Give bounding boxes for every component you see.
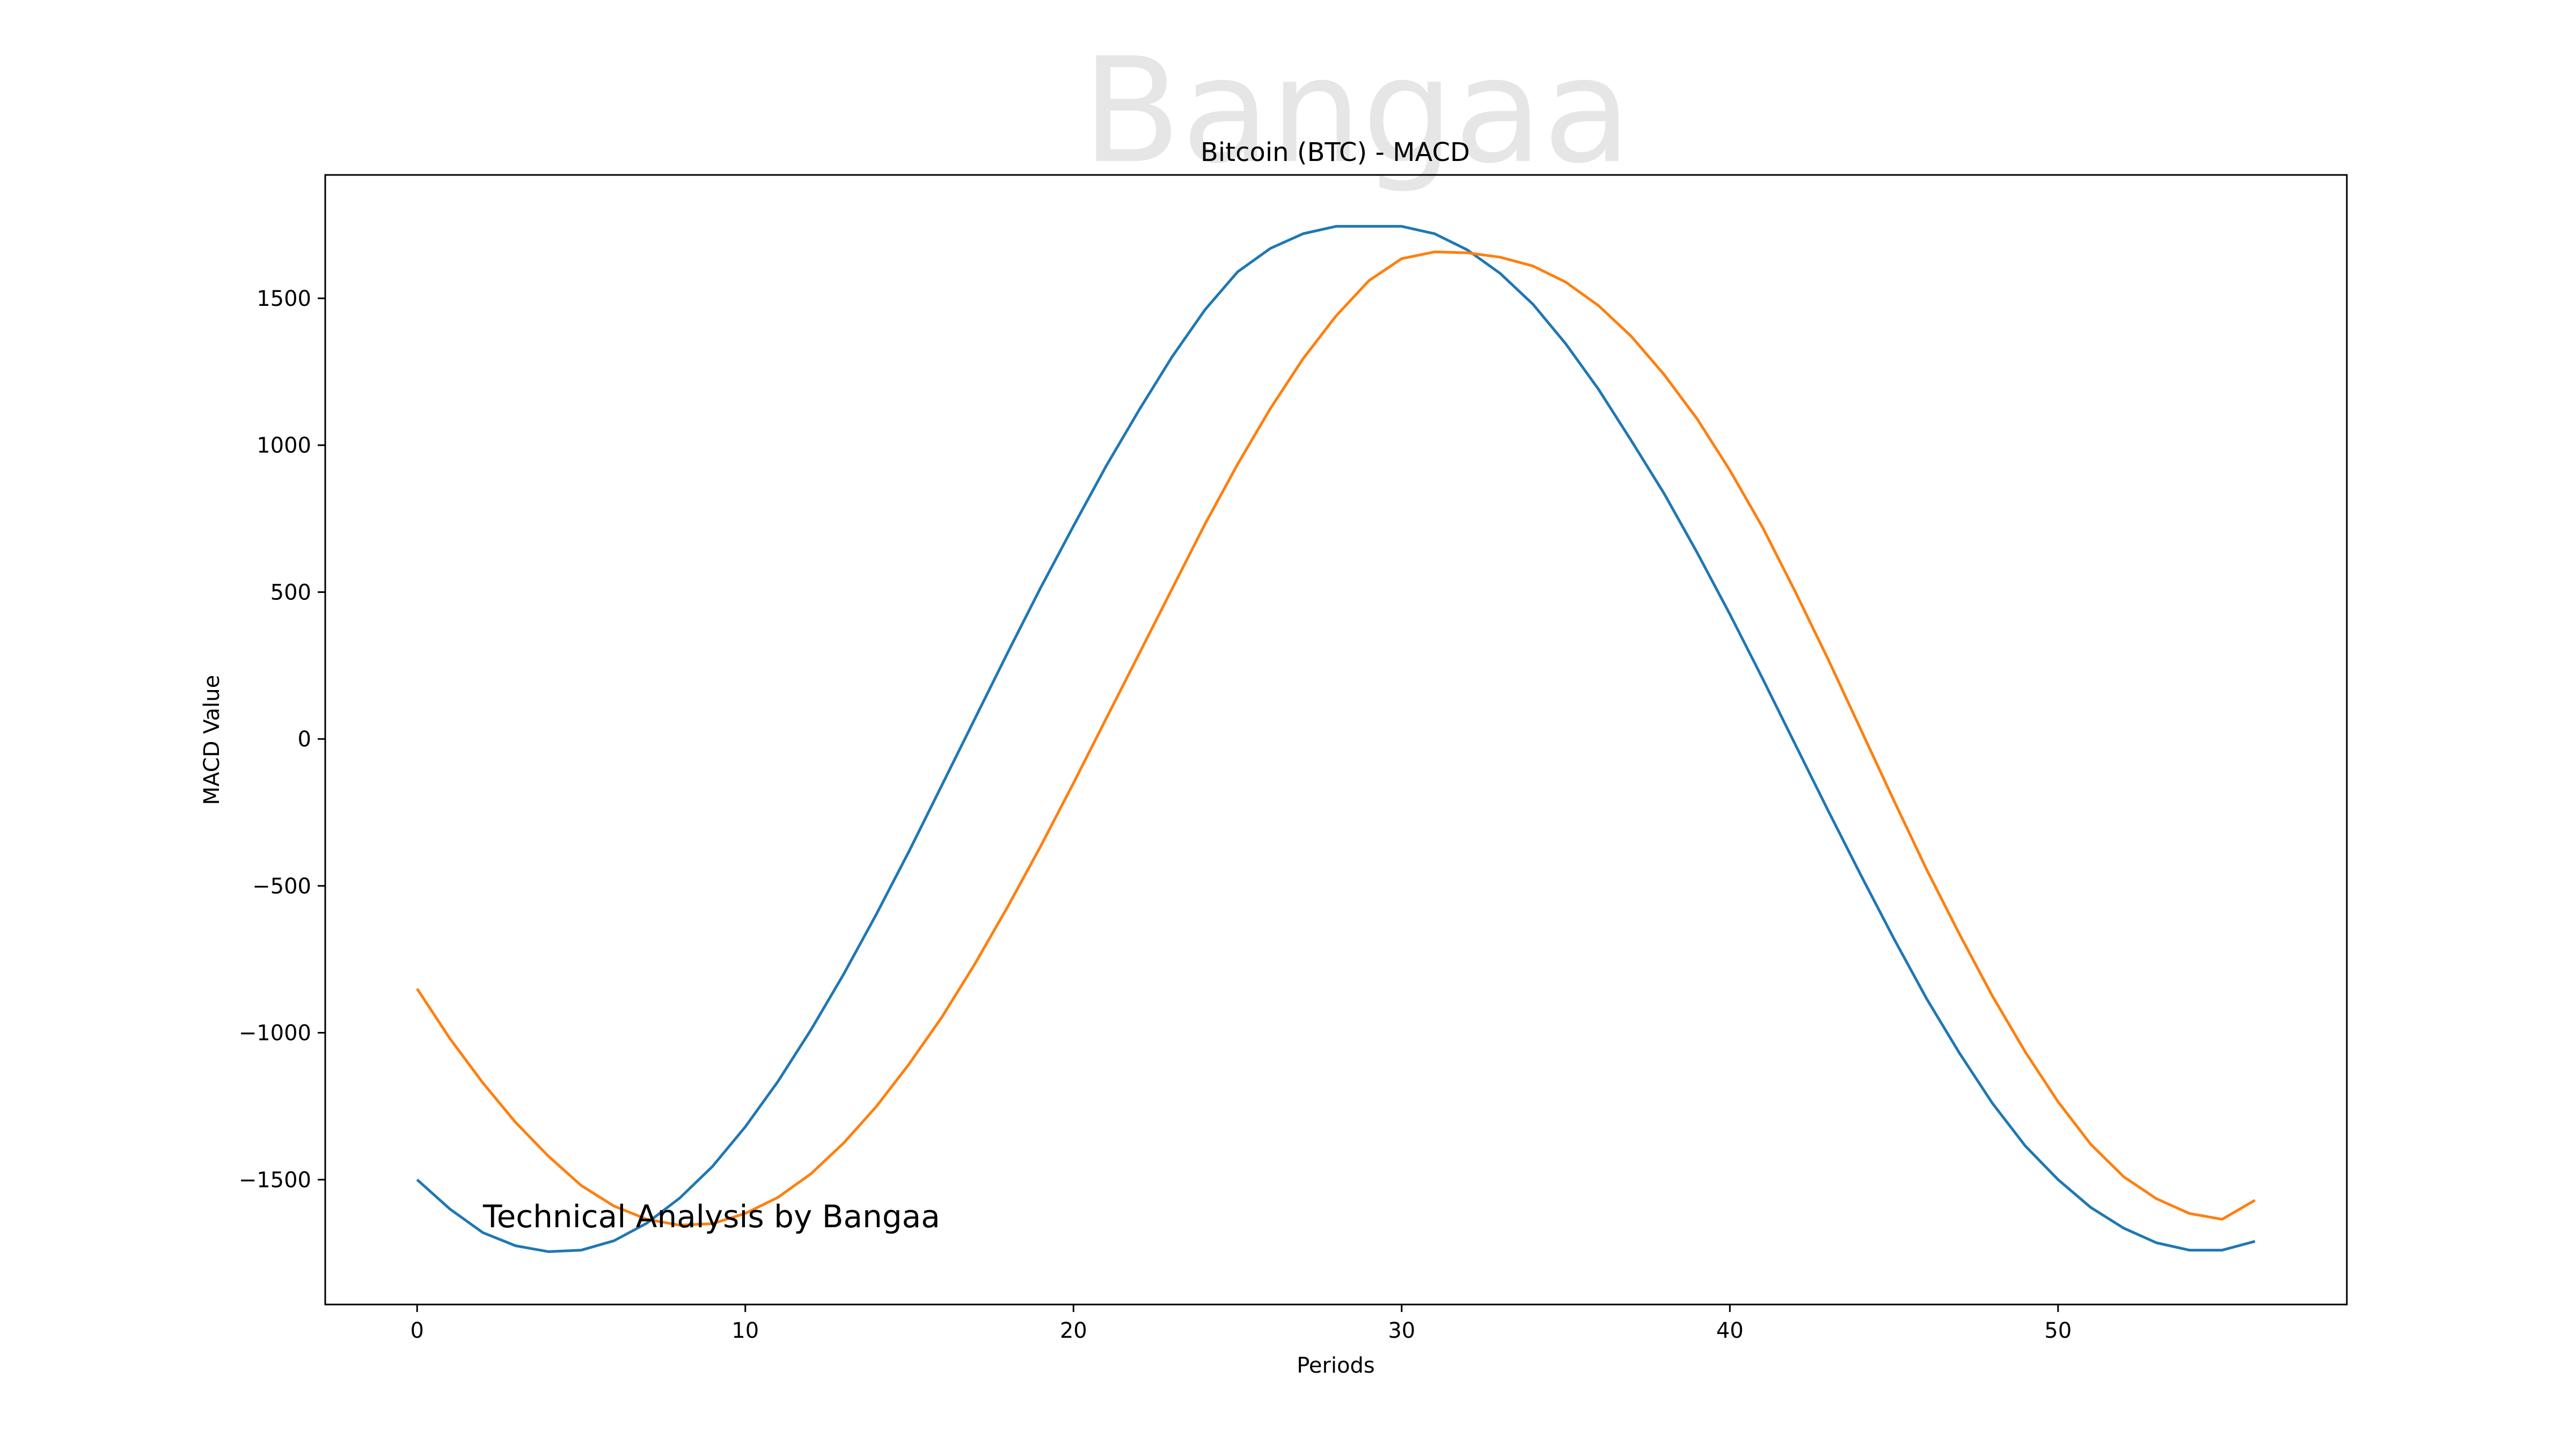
series-line-macd [416,225,2256,1253]
y-tick-label: 0 [298,727,311,752]
annotation-text: Technical Analysis by Bangaa [482,1198,940,1235]
series-line-signal [416,250,2256,1227]
x-tick-label: 50 [2044,1318,2072,1343]
y-tick-label: 500 [270,580,311,605]
x-tick-label: 20 [1060,1318,1087,1343]
y-axis: −1500 −1000 −500 0 500 1000 1500 [239,287,325,1192]
y-tick-label: 1500 [257,287,311,311]
x-tick-label: 30 [1388,1318,1415,1343]
x-axis: 0 10 20 30 40 50 [411,1305,2072,1343]
plot-area [416,225,2256,1253]
x-tick-label: 10 [731,1318,759,1343]
y-tick-label: −1500 [239,1168,311,1192]
watermark: Bangaa [1082,26,1631,195]
chart-title: Bitcoin (BTC) - MACD [1201,137,1470,167]
y-tick-label: −1000 [239,1021,311,1046]
y-tick-label: −500 [252,874,311,899]
y-tick-label: 1000 [257,434,311,458]
x-tick-label: 0 [411,1318,424,1343]
y-axis-label: MACD Value [200,675,224,805]
x-axis-label: Periods [1297,1353,1375,1378]
x-tick-label: 40 [1716,1318,1744,1343]
